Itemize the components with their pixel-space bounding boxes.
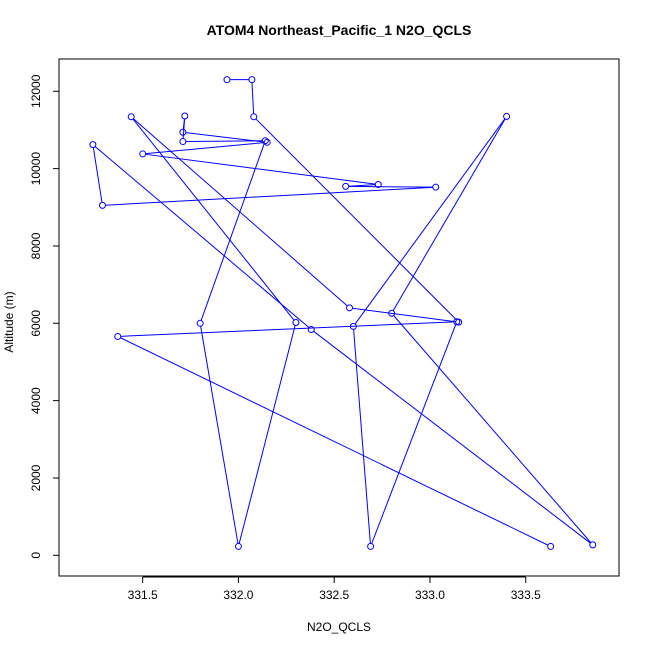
data-point — [547, 542, 555, 550]
series-segment — [348, 185, 433, 188]
data-point — [388, 309, 396, 317]
x-tick-label: 333.0 — [415, 588, 445, 602]
data-point — [349, 322, 357, 330]
series-segment — [238, 325, 296, 544]
data-point — [261, 137, 269, 145]
data-point — [114, 332, 122, 340]
series-segment — [145, 142, 265, 155]
data-point — [307, 325, 315, 333]
y-tick-label: 6000 — [29, 310, 43, 337]
series-segment — [120, 321, 454, 337]
y-tick-label: 4000 — [29, 387, 43, 414]
series-segment — [393, 315, 592, 543]
data-point — [503, 112, 511, 120]
data-point — [248, 76, 256, 84]
x-axis: 331.5 332.0 332.5 333.0 333.5 — [128, 576, 541, 602]
data-point — [98, 201, 106, 209]
series-segment — [185, 132, 265, 143]
series-segment — [348, 184, 376, 187]
series-segment — [392, 118, 506, 311]
y-tick-label: 8000 — [29, 232, 43, 259]
data-point — [223, 76, 231, 84]
y-tick-label: 10000 — [29, 152, 43, 186]
y-tick-label: 12000 — [29, 74, 43, 108]
x-tick-label: 332.5 — [319, 588, 349, 602]
series-segment — [371, 324, 457, 544]
series-segment — [200, 143, 265, 321]
data-point — [346, 304, 354, 312]
data-point — [374, 180, 382, 188]
series-segment — [313, 330, 591, 544]
series-segment — [120, 337, 549, 546]
x-tick-label: 332.0 — [223, 588, 253, 602]
data-point — [250, 113, 258, 121]
series-layer — [89, 76, 597, 550]
x-tick-label: 333.5 — [511, 588, 541, 602]
data-point — [89, 141, 97, 149]
series-segment — [354, 118, 506, 325]
data-point — [179, 128, 187, 136]
x-axis-label: N2O_QCLS — [307, 620, 371, 634]
data-point — [181, 112, 189, 120]
series-segment — [200, 326, 239, 544]
data-point — [263, 138, 271, 146]
series-segment — [353, 329, 371, 544]
data-point — [234, 542, 242, 550]
y-tick-label: 2000 — [29, 464, 43, 491]
series-segment — [185, 140, 263, 143]
y-axis: 0 2000 4000 6000 8000 10000 12000 — [29, 74, 60, 559]
series-segment — [94, 146, 310, 328]
data-point — [292, 319, 300, 327]
data-point — [589, 541, 597, 549]
y-tick-label: 0 — [29, 552, 43, 559]
data-point — [179, 138, 187, 146]
data-point — [432, 183, 440, 191]
data-point — [342, 182, 350, 190]
x-tick-label: 331.5 — [128, 588, 158, 602]
series-segment — [133, 118, 348, 307]
data-point — [367, 542, 375, 550]
data-point — [127, 113, 135, 121]
data-point — [453, 318, 461, 326]
series-segment — [352, 307, 456, 323]
series-segment — [92, 147, 103, 203]
chart-title: ATOM4 Northeast_Pacific_1 N2O_QCLS — [207, 22, 472, 38]
series-segment — [105, 186, 433, 206]
series-segment — [182, 118, 185, 130]
data-point — [196, 319, 204, 327]
series-segment — [251, 82, 255, 114]
series-segment — [145, 153, 376, 185]
data-point — [139, 150, 147, 158]
y-axis-label: Altitude (m) — [2, 291, 16, 352]
series-segment — [255, 118, 457, 321]
